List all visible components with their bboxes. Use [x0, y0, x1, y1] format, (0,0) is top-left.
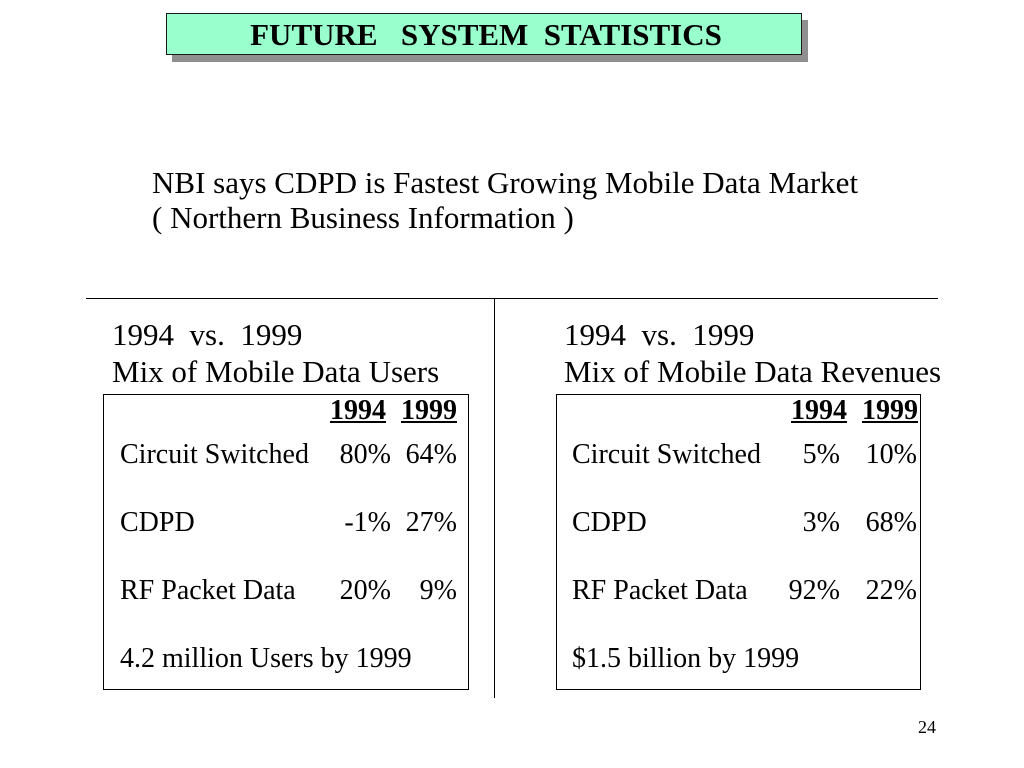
column-header-1999: 1999 — [862, 395, 918, 426]
row-label: CDPD — [120, 507, 195, 538]
column-header-1994: 1994 — [791, 395, 847, 426]
table-header-row: 1994 1999 — [557, 397, 920, 425]
vertical-divider — [494, 298, 495, 698]
table-row: CDPD 3% 68% — [557, 509, 920, 537]
title-box: FUTURE SYSTEM STATISTICS — [166, 13, 802, 55]
value-1999: 10% — [865, 439, 917, 470]
users-heading-years: 1994 vs. 1999 — [112, 317, 303, 352]
column-header-1999: 1999 — [401, 395, 457, 426]
row-label: RF Packet Data — [120, 575, 296, 606]
value-1999: 9% — [419, 575, 457, 606]
subtitle-source: ( Northern Business Information ) — [152, 200, 574, 235]
table-header-row: 1994 1999 — [104, 397, 468, 425]
row-label: Circuit Switched — [572, 439, 761, 470]
page-number: 24 — [918, 717, 936, 737]
table-row: CDPD -1% 27% — [104, 509, 468, 537]
row-label: CDPD — [572, 507, 647, 538]
value-1994: 5% — [802, 439, 840, 470]
value-1994: 92% — [788, 575, 840, 606]
value-1999: 68% — [865, 507, 917, 538]
horizontal-divider — [86, 298, 938, 299]
users-table: 1994 1999 Circuit Switched 80% 64% CDPD … — [103, 394, 469, 690]
revenues-table: 1994 1999 Circuit Switched 5% 10% CDPD 3… — [556, 394, 921, 690]
table-row: RF Packet Data 92% 22% — [557, 577, 920, 605]
table-footnote: $1.5 billion by 1999 — [557, 645, 920, 673]
value-1994: 3% — [802, 507, 840, 538]
footnote-text: $1.5 billion by 1999 — [572, 643, 800, 674]
table-footnote: 4.2 million Users by 1999 — [104, 645, 468, 673]
table-row: Circuit Switched 80% 64% — [104, 441, 468, 469]
column-header-1994: 1994 — [330, 395, 386, 426]
value-1994: -1% — [344, 507, 391, 538]
revenues-heading-title: Mix of Mobile Data Revenues — [564, 354, 942, 389]
slide-title: FUTURE SYSTEM STATISTICS — [250, 16, 722, 52]
row-label: RF Packet Data — [572, 575, 748, 606]
value-1999: 64% — [405, 439, 457, 470]
value-1994: 20% — [339, 575, 391, 606]
value-1999: 22% — [865, 575, 917, 606]
table-row: RF Packet Data 20% 9% — [104, 577, 468, 605]
revenues-heading-years: 1994 vs. 1999 — [564, 317, 755, 352]
row-label: Circuit Switched — [120, 439, 309, 470]
value-1999: 27% — [405, 507, 457, 538]
value-1994: 80% — [339, 439, 391, 470]
users-heading-title: Mix of Mobile Data Users — [112, 354, 440, 389]
table-row: Circuit Switched 5% 10% — [557, 441, 920, 469]
footnote-text: 4.2 million Users by 1999 — [120, 643, 412, 674]
subtitle-headline: NBI says CDPD is Fastest Growing Mobile … — [152, 165, 859, 200]
